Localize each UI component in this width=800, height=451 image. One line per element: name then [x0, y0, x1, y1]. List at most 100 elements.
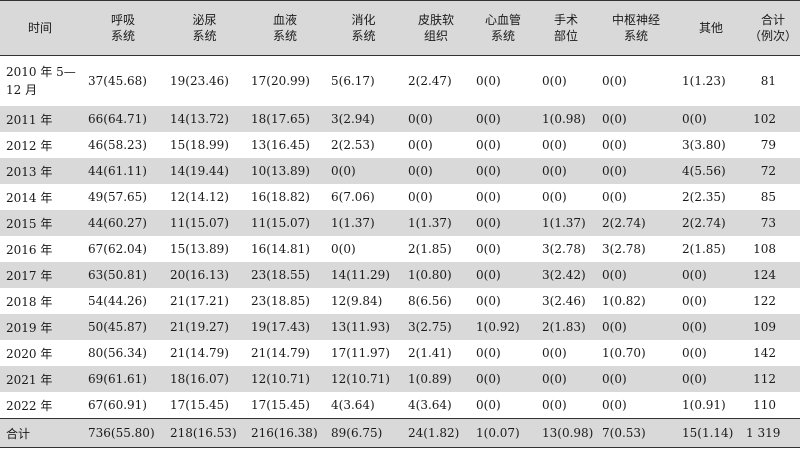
count-cell: 5(6.17): [331, 74, 375, 88]
header-cell: 中枢神经 系统: [596, 0, 676, 56]
count-cell: 14(13.72): [164, 106, 245, 132]
count-cell: 21(17.21): [170, 294, 229, 308]
period-cell: 2013 年: [0, 158, 82, 184]
count-cell: 12(10.71): [325, 366, 402, 392]
count-cell: 11(15.07): [164, 210, 245, 236]
count-cell: 1(0.82): [602, 294, 646, 308]
total-count-cell: 108: [753, 242, 776, 256]
period-cell: 合计: [0, 418, 82, 448]
period-cell: 2020 年: [6, 346, 53, 361]
table-row: 2012 年 46(58.23) 15(18.99) 13(16.45) 2(2.53)…: [0, 132, 800, 158]
table-row: 2018 年 54(44.26) 21(17.21) 23(18.85) 12(9.84…: [0, 288, 800, 314]
count-cell: 6(7.06): [331, 190, 375, 204]
count-cell: 21(14.79): [170, 346, 229, 360]
count-cell: 16(18.82): [251, 190, 310, 204]
header-cell: 时间: [0, 0, 82, 56]
header-cell: 手术 部位: [536, 0, 596, 56]
count-cell: 0(0): [402, 106, 470, 132]
count-cell: 13(11.93): [325, 314, 402, 340]
count-cell: 16(14.81): [251, 242, 310, 256]
count-cell: 17(11.97): [331, 346, 390, 360]
period-cell: 2011 年: [0, 106, 82, 132]
count-cell: 19(17.43): [245, 314, 325, 340]
count-cell: 4(3.64): [408, 398, 452, 412]
count-cell: 17(15.45): [170, 398, 229, 412]
count-cell: 7(0.53): [596, 418, 676, 448]
period-cell: 2021 年: [0, 366, 82, 392]
total-count-cell: 72: [746, 158, 800, 184]
count-cell: 0(0): [536, 366, 596, 392]
count-cell: 0(0): [476, 346, 501, 360]
total-count-cell: 73: [746, 210, 800, 236]
count-cell: 21(14.79): [251, 346, 310, 360]
total-count-cell: 112: [746, 366, 800, 392]
count-cell: 23(18.55): [245, 262, 325, 288]
table-row: 2017 年 63(50.81) 20(16.13) 23(18.55) 14(11.2…: [0, 262, 800, 288]
count-cell: 0(0): [476, 190, 501, 204]
count-cell: 63(50.81): [82, 262, 164, 288]
count-cell: 1(0.91): [682, 398, 726, 412]
period-cell: 2014 年: [6, 190, 53, 205]
count-cell: 2(2.74): [676, 210, 746, 236]
count-cell: 19(23.46): [170, 74, 229, 88]
count-cell: 2(1.85): [682, 242, 726, 256]
count-cell: 66(64.71): [82, 106, 164, 132]
count-cell: 0(0): [536, 158, 596, 184]
count-cell: 1(1.23): [682, 74, 726, 88]
count-cell: 0(0): [402, 158, 470, 184]
total-count-cell: 109: [746, 314, 800, 340]
count-cell: 0(0): [470, 262, 536, 288]
count-cell: 1(0.92): [470, 314, 536, 340]
period-cell: 2018 年: [6, 294, 53, 309]
period-cell: 2012 年: [6, 138, 53, 153]
header-cell: 血液 系统: [245, 0, 325, 56]
count-cell: 1(0.80): [402, 262, 470, 288]
count-cell: 0(0): [470, 210, 536, 236]
count-cell: 44(61.11): [82, 158, 164, 184]
count-cell: 1(1.37): [536, 210, 596, 236]
count-cell: 0(0): [596, 106, 676, 132]
total-row: 合计 736(55.80) 218(16.53) 216(16.38) 89(6.75)…: [0, 418, 800, 448]
period-cell: 2015 年: [0, 210, 82, 236]
count-cell: 3(2.46): [542, 294, 586, 308]
count-cell: 3(2.75): [402, 314, 470, 340]
count-cell: 0(0): [331, 242, 356, 256]
count-cell: 89(6.75): [325, 418, 402, 448]
count-cell: 12(9.84): [331, 294, 383, 308]
count-cell: 3(2.78): [602, 242, 646, 256]
count-cell: 80(56.34): [88, 346, 147, 360]
count-cell: 0(0): [470, 106, 536, 132]
count-cell: 20(16.13): [164, 262, 245, 288]
table-row: 2014 年 49(57.65) 12(14.12) 16(18.82) 6(7.06)…: [0, 184, 800, 210]
count-cell: 11(15.07): [245, 210, 325, 236]
total-count-cell: 110: [753, 398, 776, 412]
count-cell: 3(2.78): [542, 242, 586, 256]
count-cell: 0(0): [596, 314, 676, 340]
count-cell: 0(0): [682, 294, 707, 308]
count-cell: 0(0): [676, 106, 746, 132]
count-cell: 4(5.56): [676, 158, 746, 184]
count-cell: 18(17.65): [245, 106, 325, 132]
count-cell: 0(0): [325, 158, 402, 184]
count-cell: 14(19.44): [164, 158, 245, 184]
total-count-cell: 142: [753, 346, 776, 360]
count-cell: 49(57.65): [88, 190, 147, 204]
table-row: 2020 年 80(56.34) 21(14.79) 21(14.79) 17(11.9…: [0, 340, 800, 366]
count-cell: 13(16.45): [251, 138, 310, 152]
count-cell: 2(1.85): [408, 242, 452, 256]
table-row: 2022 年 67(60.91) 17(15.45) 17(15.45) 4(3.64)…: [0, 392, 800, 419]
header-cell: 泌尿 系统: [164, 0, 245, 56]
count-cell: 67(62.04): [88, 242, 147, 256]
table-row: 2019 年 50(45.87) 21(19.27) 19(17.43) 13(11.9…: [0, 314, 800, 340]
table-row: 2011 年 66(64.71) 14(13.72) 18(17.65) 3(2.94)…: [0, 106, 800, 132]
total-count-cell: 85: [760, 190, 776, 204]
count-cell: 0(0): [470, 366, 536, 392]
count-cell: 3(2.94): [325, 106, 402, 132]
count-cell: 14(11.29): [325, 262, 402, 288]
count-cell: 44(60.27): [82, 210, 164, 236]
count-cell: 0(0): [676, 366, 746, 392]
count-cell: 69(61.61): [82, 366, 164, 392]
period-cell: 2019 年: [0, 314, 82, 340]
count-cell: 15(18.99): [170, 138, 229, 152]
count-cell: 2(2.47): [408, 74, 452, 88]
